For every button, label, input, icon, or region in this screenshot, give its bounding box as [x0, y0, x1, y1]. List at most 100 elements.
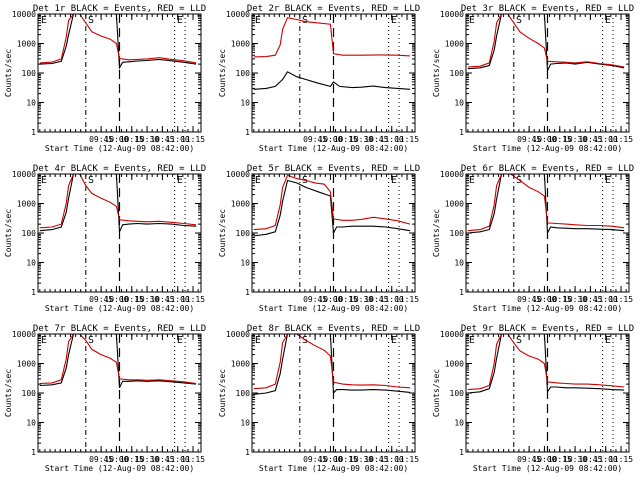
x-tick-label: 11:00 — [380, 135, 404, 144]
y-axis-label: Counts/sec — [218, 49, 227, 97]
series-line — [253, 71, 411, 90]
x-tick-label: 11:15 — [609, 455, 633, 464]
x-tick-label: 09:45 — [303, 135, 327, 144]
y-axis-label: Counts/sec — [218, 369, 227, 417]
series-line — [39, 173, 197, 229]
chart-title: Det 8r BLACK = Events, RED = LLD — [247, 324, 420, 334]
y-tick-label: 1 — [459, 288, 464, 297]
series-line — [467, 13, 625, 71]
y-axis-label: Counts/sec — [4, 369, 13, 417]
x-axis-label: Start Time (12-Aug-09 08:42:00) — [45, 304, 194, 313]
y-tick-label: 10 — [240, 259, 250, 268]
x-tick-label: 11:00 — [380, 295, 404, 304]
y-tick-label: 10000 — [12, 170, 36, 179]
x-tick-label: 11:15 — [395, 455, 419, 464]
x-tick-label: 10:45 — [364, 455, 388, 464]
y-axis-label: Counts/sec — [218, 209, 227, 257]
y-tick-label: 10000 — [440, 170, 464, 179]
x-tick-label: 10:30 — [563, 135, 587, 144]
x-tick-label: 11:15 — [395, 135, 419, 144]
x-tick-label: 10:45 — [150, 295, 174, 304]
x-tick-label: 09:45 — [517, 455, 541, 464]
x-tick-label: 10:30 — [349, 295, 373, 304]
x-tick-label: 11:15 — [181, 295, 205, 304]
y-axis-label: Counts/sec — [4, 209, 13, 257]
y-tick-label: 1000 — [231, 40, 250, 49]
y-tick-label: 1 — [31, 128, 36, 137]
series-line — [253, 17, 411, 58]
y-tick-label: 100 — [22, 389, 37, 398]
y-tick-label: 1000 — [445, 200, 464, 209]
y-tick-label: 10000 — [226, 170, 250, 179]
x-tick-label: 10:30 — [563, 455, 587, 464]
marker-label: S — [516, 15, 522, 26]
marker-label: E — [177, 335, 183, 346]
marker-label: E — [41, 175, 47, 186]
y-tick-label: 10000 — [12, 10, 36, 19]
marker-label: E — [177, 175, 183, 186]
y-tick-label: 1000 — [445, 360, 464, 369]
marker-label: E — [41, 15, 47, 26]
x-tick-label: 09:45 — [89, 455, 113, 464]
marker-label: E — [177, 15, 183, 26]
x-tick-label: 10:30 — [135, 295, 159, 304]
y-tick-label: 100 — [450, 69, 465, 78]
x-axis-label: Start Time (12-Aug-09 08:42:00) — [259, 464, 408, 473]
x-tick-label: 10:00 — [318, 135, 342, 144]
y-tick-label: 1 — [245, 288, 250, 297]
x-tick-label: 11:15 — [609, 135, 633, 144]
x-tick-label: 09:45 — [517, 135, 541, 144]
y-tick-label: 10 — [240, 419, 250, 428]
chart-title: Det 9r BLACK = Events, RED = LLD — [461, 324, 634, 334]
x-tick-label: 11:00 — [380, 455, 404, 464]
y-axis-label: Counts/sec — [432, 369, 441, 417]
x-tick-label: 10:15 — [334, 455, 358, 464]
x-axis-label: Start Time (12-Aug-09 08:42:00) — [473, 144, 622, 153]
x-tick-label: 09:45 — [303, 455, 327, 464]
y-tick-label: 100 — [236, 389, 251, 398]
y-tick-label: 10000 — [440, 10, 464, 19]
y-tick-label: 10 — [454, 259, 464, 268]
y-tick-label: 10 — [26, 99, 36, 108]
y-tick-label: 1000 — [17, 200, 36, 209]
x-axis-label: Start Time (12-Aug-09 08:42:00) — [259, 304, 408, 313]
marker-label: E — [391, 175, 397, 186]
x-tick-label: 10:00 — [104, 295, 128, 304]
marker-label: E — [605, 335, 611, 346]
y-tick-label: 1 — [31, 288, 36, 297]
y-tick-label: 1000 — [231, 360, 250, 369]
series-line — [253, 174, 411, 231]
x-tick-label: 10:00 — [532, 455, 556, 464]
x-tick-label: 09:45 — [89, 135, 113, 144]
y-axis-label: Counts/sec — [4, 49, 13, 97]
y-tick-label: 1 — [245, 128, 250, 137]
x-tick-label: 11:15 — [609, 295, 633, 304]
chart-title: Det 7r BLACK = Events, RED = LLD — [33, 324, 206, 334]
x-tick-label: 10:30 — [563, 295, 587, 304]
x-axis-label: Start Time (12-Aug-09 08:42:00) — [473, 464, 622, 473]
x-tick-label: 09:45 — [89, 295, 113, 304]
x-tick-label: 11:00 — [166, 135, 190, 144]
x-tick-label: 10:30 — [349, 455, 373, 464]
marker-label: S — [88, 175, 94, 186]
y-tick-label: 100 — [236, 229, 251, 238]
y-tick-label: 1000 — [17, 360, 36, 369]
x-tick-label: 10:15 — [120, 295, 144, 304]
marker-label: E — [605, 175, 611, 186]
marker-label: E — [255, 175, 261, 186]
marker-label: S — [302, 15, 308, 26]
series-line — [467, 333, 625, 391]
series-line — [467, 333, 625, 394]
x-tick-label: 10:00 — [104, 455, 128, 464]
x-axis-label: Start Time (12-Aug-09 08:42:00) — [473, 304, 622, 313]
x-tick-label: 11:00 — [166, 295, 190, 304]
series-line — [467, 173, 625, 236]
x-tick-label: 11:15 — [181, 455, 205, 464]
marker-label: E — [255, 335, 261, 346]
marker-label: E — [391, 335, 397, 346]
